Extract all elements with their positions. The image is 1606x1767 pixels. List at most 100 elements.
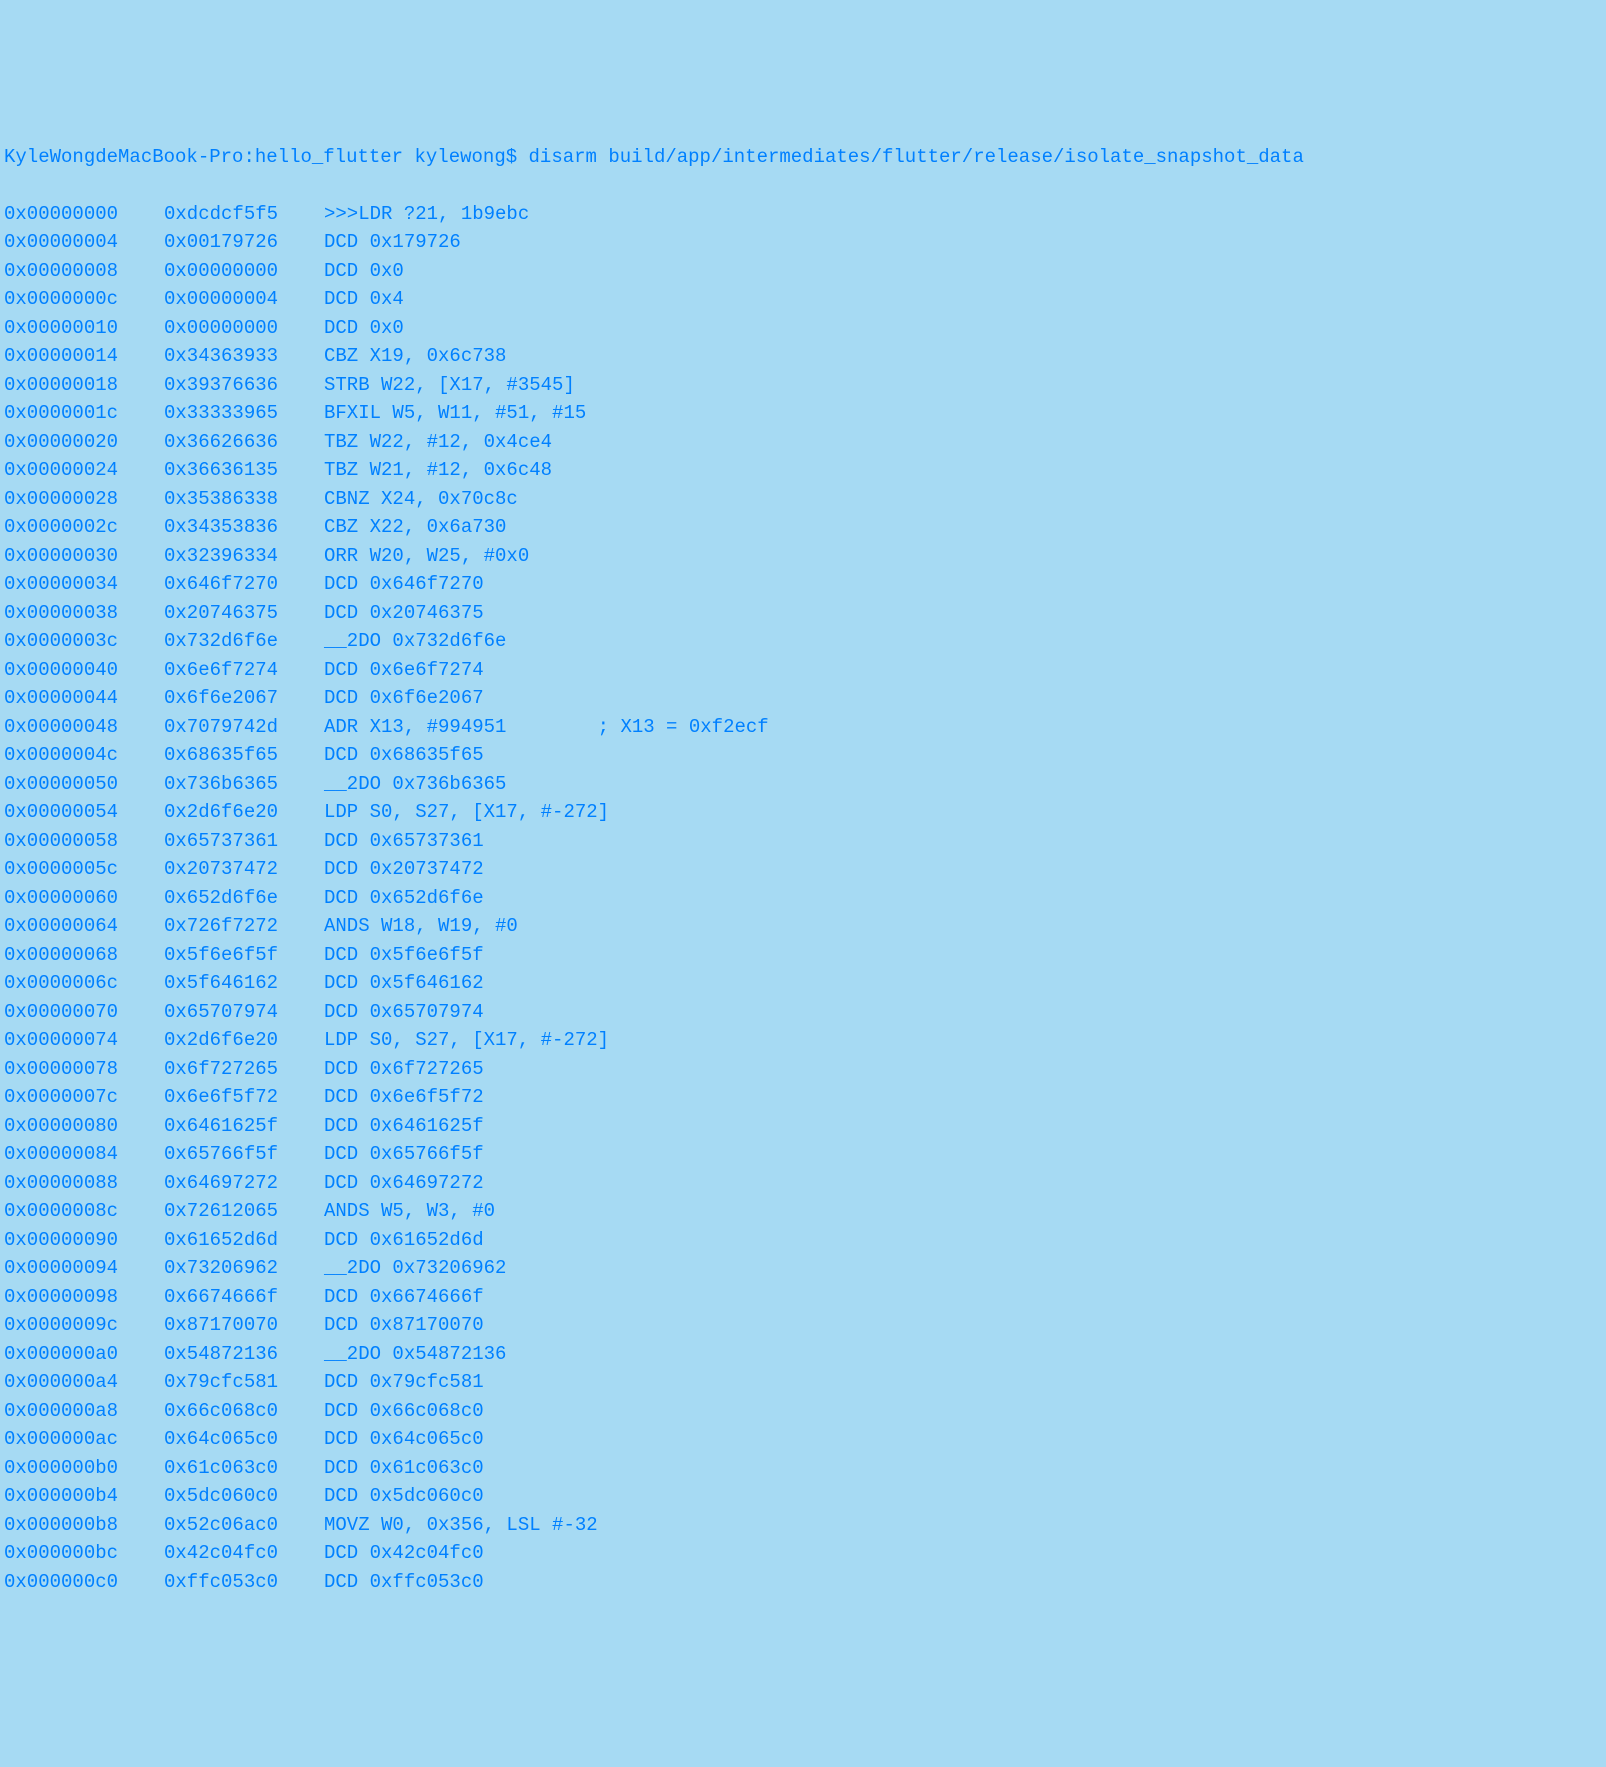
address-col: 0x00000094: [4, 1254, 164, 1283]
disassembly-row: 0x000000700x65707974DCD 0x65707974: [4, 998, 1602, 1027]
hex-col: 0x33333965: [164, 399, 324, 428]
disassembly-row: 0x0000007c0x6e6f5f72DCD 0x6e6f5f72: [4, 1083, 1602, 1112]
decoded-col: DCD 0x6461625f: [324, 1112, 484, 1141]
hex-col: 0x2d6f6e20: [164, 798, 324, 827]
address-col: 0x00000048: [4, 713, 164, 742]
disassembly-row: 0x0000005c0x20737472DCD 0x20737472: [4, 855, 1602, 884]
decoded-col: TBZ W21, #12, 0x6c48: [324, 456, 552, 485]
address-col: 0x000000a0: [4, 1340, 164, 1369]
hex-col: 0x36636135: [164, 456, 324, 485]
disassembly-row: 0x0000008c0x72612065ANDS W5, W3, #0: [4, 1197, 1602, 1226]
hex-col: 0xdcdcf5f5: [164, 200, 324, 229]
disassembly-row: 0x000000b00x61c063c0DCD 0x61c063c0: [4, 1454, 1602, 1483]
address-col: 0x00000054: [4, 798, 164, 827]
disassembly-row: 0x000000300x32396334ORR W20, W25, #0x0: [4, 542, 1602, 571]
disassembly-row: 0x000000780x6f727265DCD 0x6f727265: [4, 1055, 1602, 1084]
disassembly-row: 0x000000a40x79cfc581DCD 0x79cfc581: [4, 1368, 1602, 1397]
address-col: 0x00000018: [4, 371, 164, 400]
hex-col: 0x61c063c0: [164, 1454, 324, 1483]
hex-col: 0x73206962: [164, 1254, 324, 1283]
decoded-col: DCD 0x65737361: [324, 827, 484, 856]
disassembly-row: 0x000000840x65766f5fDCD 0x65766f5f: [4, 1140, 1602, 1169]
disassembly-row: 0x0000006c0x5f646162DCD 0x5f646162: [4, 969, 1602, 998]
disassembly-row: 0x000000580x65737361DCD 0x65737361: [4, 827, 1602, 856]
decoded-col: DCD 0x20737472: [324, 855, 484, 884]
hex-col: 0x00000004: [164, 285, 324, 314]
disassembly-row: 0x000000200x36626636TBZ W22, #12, 0x4ce4: [4, 428, 1602, 457]
disassembly-row: 0x000000600x652d6f6eDCD 0x652d6f6e: [4, 884, 1602, 913]
disassembly-row: 0x000000940x73206962__2DO 0x73206962: [4, 1254, 1602, 1283]
address-col: 0x000000ac: [4, 1425, 164, 1454]
disassembly-row: 0x000000340x646f7270DCD 0x646f7270: [4, 570, 1602, 599]
disassembly-row: 0x000000500x736b6365__2DO 0x736b6365: [4, 770, 1602, 799]
disassembly-row: 0x000000440x6f6e2067DCD 0x6f6e2067: [4, 684, 1602, 713]
disassembly-row: 0x000000900x61652d6dDCD 0x61652d6d: [4, 1226, 1602, 1255]
disassembly-row: 0x0000003c0x732d6f6e__2DO 0x732d6f6e: [4, 627, 1602, 656]
disassembly-row: 0x000000240x36636135TBZ W21, #12, 0x6c48: [4, 456, 1602, 485]
address-col: 0x00000050: [4, 770, 164, 799]
disassembly-row: 0x000000c00xffc053c0DCD 0xffc053c0: [4, 1568, 1602, 1597]
address-col: 0x00000074: [4, 1026, 164, 1055]
hex-col: 0x87170070: [164, 1311, 324, 1340]
address-col: 0x0000006c: [4, 969, 164, 998]
hex-col: 0x652d6f6e: [164, 884, 324, 913]
address-col: 0x00000078: [4, 1055, 164, 1084]
disassembly-row: 0x000000980x6674666fDCD 0x6674666f: [4, 1283, 1602, 1312]
disassembly-row: 0x000000bc0x42c04fc0DCD 0x42c04fc0: [4, 1539, 1602, 1568]
decoded-col: DCD 0x5dc060c0: [324, 1482, 484, 1511]
address-col: 0x0000008c: [4, 1197, 164, 1226]
prompt-command: disarm build/app/intermediates/flutter/r…: [529, 146, 1304, 168]
decoded-col: DCD 0x66c068c0: [324, 1397, 484, 1426]
disassembly-row: 0x000000680x5f6e6f5fDCD 0x5f6e6f5f: [4, 941, 1602, 970]
hex-col: 0x6f6e2067: [164, 684, 324, 713]
address-col: 0x00000060: [4, 884, 164, 913]
decoded-col: BFXIL W5, W11, #51, #15: [324, 399, 586, 428]
address-col: 0x00000044: [4, 684, 164, 713]
address-col: 0x00000040: [4, 656, 164, 685]
hex-col: 0x646f7270: [164, 570, 324, 599]
decoded-col: DCD 0x4: [324, 285, 404, 314]
address-col: 0x00000030: [4, 542, 164, 571]
decoded-col: DCD 0x6f6e2067: [324, 684, 484, 713]
address-col: 0x00000034: [4, 570, 164, 599]
hex-col: 0x65737361: [164, 827, 324, 856]
hex-col: 0x72612065: [164, 1197, 324, 1226]
disassembly-row: 0x000000100x00000000DCD 0x0: [4, 314, 1602, 343]
decoded-col: TBZ W22, #12, 0x4ce4: [324, 428, 552, 457]
hex-col: 0x5f6e6f5f: [164, 941, 324, 970]
address-col: 0x00000080: [4, 1112, 164, 1141]
disassembly-row: 0x000000740x2d6f6e20LDP S0, S27, [X17, #…: [4, 1026, 1602, 1055]
address-col: 0x00000014: [4, 342, 164, 371]
disassembly-row: 0x000000480x7079742dADR X13, #994951 ; X…: [4, 713, 1602, 742]
disassembly-row: 0x000000400x6e6f7274DCD 0x6e6f7274: [4, 656, 1602, 685]
address-col: 0x0000003c: [4, 627, 164, 656]
decoded-col: DCD 0x646f7270: [324, 570, 484, 599]
address-col: 0x00000068: [4, 941, 164, 970]
address-col: 0x000000c0: [4, 1568, 164, 1597]
address-col: 0x0000009c: [4, 1311, 164, 1340]
address-col: 0x0000005c: [4, 855, 164, 884]
disassembly-row: 0x000000000xdcdcf5f5>>>LDR ?21, 1b9ebc: [4, 200, 1602, 229]
address-col: 0x00000010: [4, 314, 164, 343]
prompt-user: kylewong: [415, 146, 506, 168]
address-col: 0x00000008: [4, 257, 164, 286]
hex-col: 0x79cfc581: [164, 1368, 324, 1397]
hex-col: 0x34353836: [164, 513, 324, 542]
disassembly-row: 0x000000880x64697272DCD 0x64697272: [4, 1169, 1602, 1198]
hex-col: 0x64697272: [164, 1169, 324, 1198]
decoded-col: DCD 0x87170070: [324, 1311, 484, 1340]
disassembly-row: 0x000000ac0x64c065c0DCD 0x64c065c0: [4, 1425, 1602, 1454]
decoded-col: DCD 0x5f6e6f5f: [324, 941, 484, 970]
address-col: 0x00000020: [4, 428, 164, 457]
decoded-col: __2DO 0x732d6f6e: [324, 627, 506, 656]
hex-col: 0xffc053c0: [164, 1568, 324, 1597]
address-col: 0x000000b0: [4, 1454, 164, 1483]
hex-col: 0x5f646162: [164, 969, 324, 998]
hex-col: 0x6461625f: [164, 1112, 324, 1141]
decoded-col: DCD 0x0: [324, 314, 404, 343]
decoded-col: >>>LDR ?21, 1b9ebc: [324, 200, 529, 229]
address-col: 0x00000070: [4, 998, 164, 1027]
decoded-col: MOVZ W0, 0x356, LSL #-32: [324, 1511, 598, 1540]
address-col: 0x00000058: [4, 827, 164, 856]
decoded-col: LDP S0, S27, [X17, #-272]: [324, 798, 609, 827]
